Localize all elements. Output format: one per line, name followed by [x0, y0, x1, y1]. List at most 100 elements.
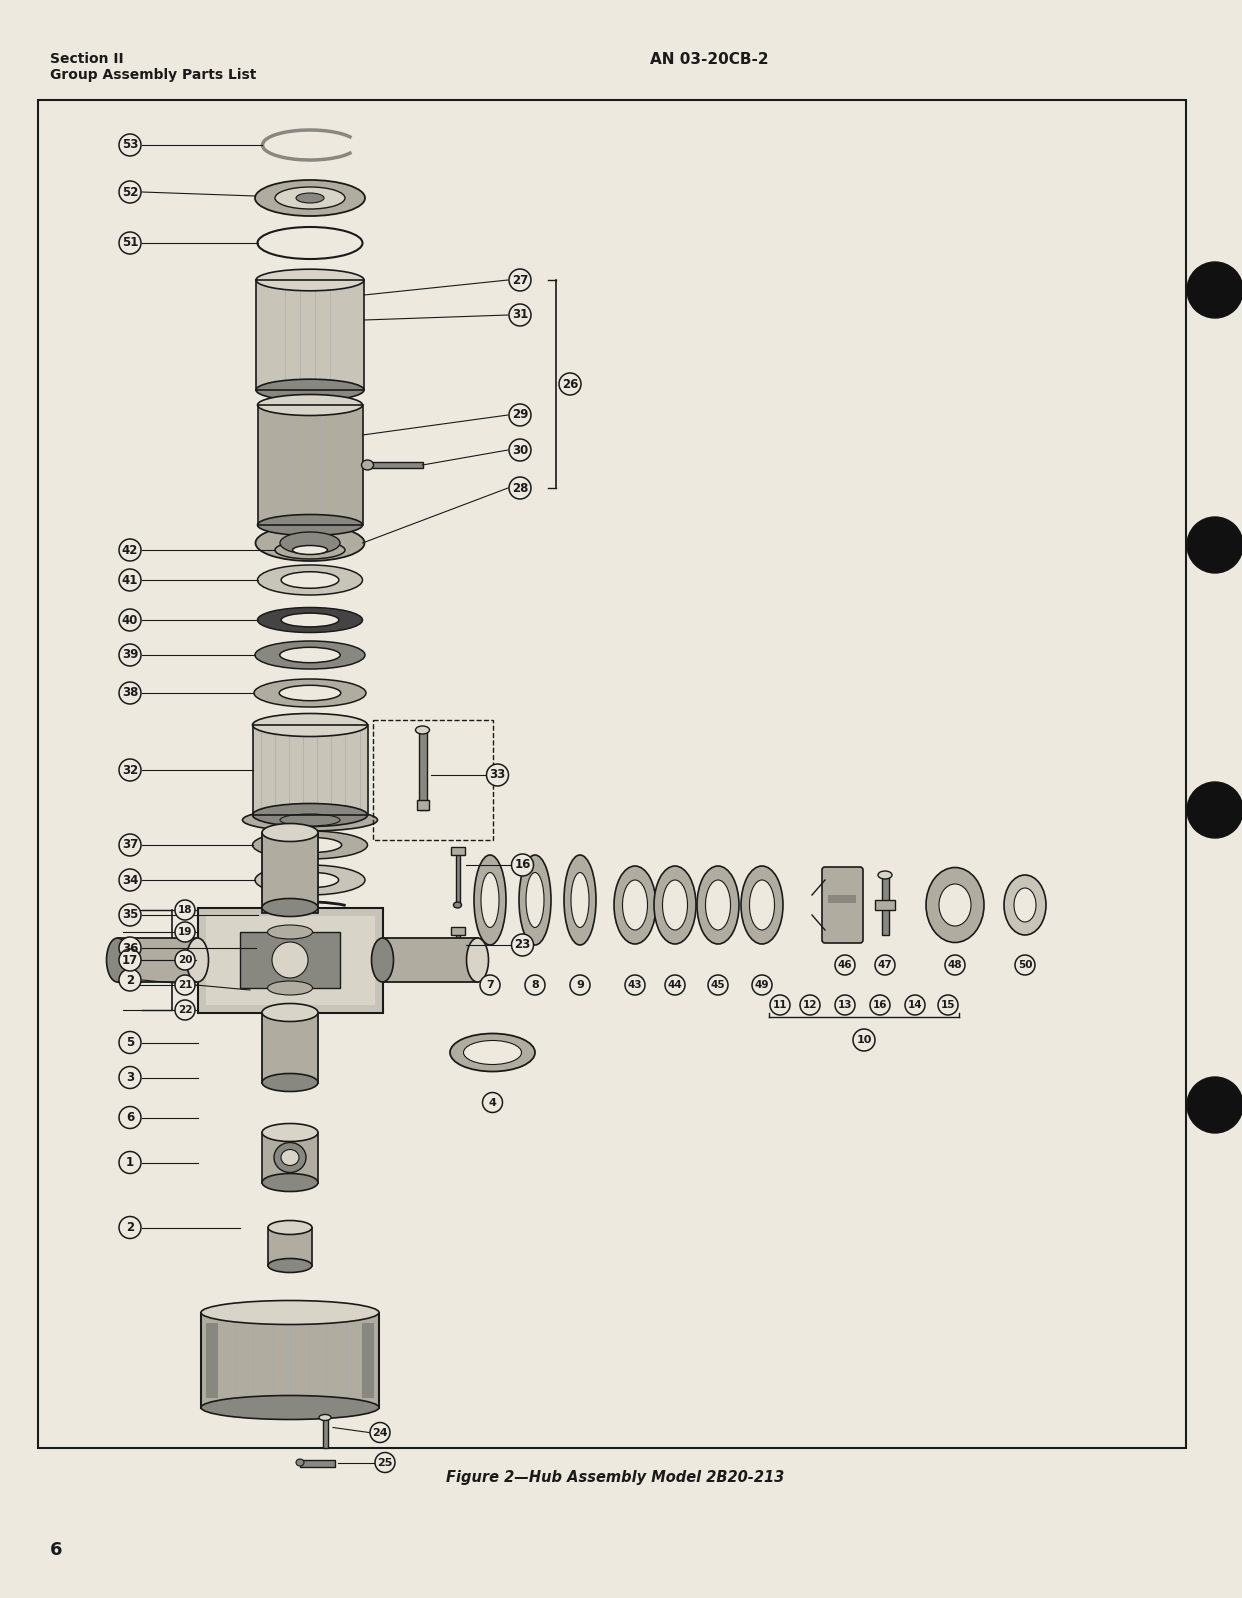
- Bar: [828, 895, 856, 903]
- Text: 41: 41: [122, 574, 138, 586]
- Text: 39: 39: [122, 649, 138, 662]
- Ellipse shape: [281, 1149, 299, 1165]
- Ellipse shape: [927, 868, 984, 943]
- Text: 53: 53: [122, 139, 138, 152]
- Circle shape: [119, 904, 142, 925]
- Ellipse shape: [361, 460, 374, 470]
- Circle shape: [800, 996, 820, 1015]
- Text: 46: 46: [837, 960, 852, 970]
- Text: 3: 3: [125, 1071, 134, 1083]
- Text: 6: 6: [125, 1111, 134, 1123]
- Bar: [262, 1133, 318, 1183]
- Circle shape: [119, 609, 142, 631]
- Circle shape: [175, 1000, 195, 1020]
- Ellipse shape: [274, 542, 345, 559]
- Text: 52: 52: [122, 185, 138, 198]
- Text: 14: 14: [908, 1000, 923, 1010]
- Text: 16: 16: [514, 858, 530, 871]
- Circle shape: [119, 181, 142, 203]
- Ellipse shape: [453, 901, 462, 908]
- Bar: [257, 404, 363, 526]
- Circle shape: [509, 268, 532, 291]
- Ellipse shape: [467, 938, 488, 983]
- Bar: [256, 280, 364, 390]
- Text: Figure 2—Hub Assembly Model 2B20-213: Figure 2—Hub Assembly Model 2B20-213: [446, 1470, 784, 1485]
- Circle shape: [708, 975, 728, 996]
- Text: 43: 43: [627, 980, 642, 991]
- Text: Section II: Section II: [50, 53, 124, 66]
- Circle shape: [119, 1106, 142, 1128]
- Circle shape: [905, 996, 925, 1015]
- Circle shape: [509, 404, 532, 427]
- Text: 51: 51: [122, 237, 138, 249]
- Ellipse shape: [252, 804, 368, 826]
- Ellipse shape: [281, 572, 339, 588]
- Ellipse shape: [255, 865, 365, 895]
- Ellipse shape: [257, 515, 363, 535]
- Text: 23: 23: [514, 938, 530, 951]
- Ellipse shape: [279, 532, 340, 555]
- Circle shape: [938, 996, 958, 1015]
- Bar: [451, 927, 465, 935]
- Ellipse shape: [655, 866, 696, 944]
- Text: 20: 20: [178, 956, 193, 965]
- Ellipse shape: [256, 933, 364, 964]
- Bar: [361, 1323, 374, 1398]
- Text: 32: 32: [122, 764, 138, 777]
- Circle shape: [119, 1066, 142, 1088]
- Circle shape: [119, 834, 142, 857]
- Circle shape: [119, 539, 142, 561]
- Text: 22: 22: [178, 1005, 193, 1015]
- Bar: [268, 1227, 312, 1266]
- Text: 5: 5: [125, 1036, 134, 1048]
- Text: Group Assembly Parts List: Group Assembly Parts List: [50, 69, 256, 81]
- Circle shape: [175, 922, 195, 941]
- Circle shape: [876, 956, 895, 975]
- Ellipse shape: [527, 873, 544, 927]
- Ellipse shape: [614, 866, 656, 944]
- Bar: [257, 404, 363, 526]
- Ellipse shape: [262, 898, 318, 917]
- Ellipse shape: [293, 545, 328, 555]
- Text: 18: 18: [178, 904, 193, 916]
- Text: 42: 42: [122, 543, 138, 556]
- Ellipse shape: [262, 823, 318, 842]
- Circle shape: [853, 1029, 876, 1051]
- Text: 2: 2: [125, 1221, 134, 1234]
- Bar: [206, 1323, 219, 1398]
- Text: 44: 44: [668, 980, 682, 991]
- Circle shape: [559, 372, 581, 395]
- Ellipse shape: [705, 880, 730, 930]
- Ellipse shape: [463, 1040, 522, 1064]
- Circle shape: [119, 1216, 142, 1238]
- Ellipse shape: [257, 566, 363, 594]
- Ellipse shape: [255, 181, 365, 216]
- Circle shape: [570, 975, 590, 996]
- Bar: [240, 932, 340, 988]
- Ellipse shape: [939, 884, 971, 925]
- Ellipse shape: [267, 981, 313, 996]
- Text: AN 03-20CB-2: AN 03-20CB-2: [650, 53, 769, 67]
- Circle shape: [479, 975, 501, 996]
- Ellipse shape: [255, 679, 366, 706]
- Ellipse shape: [279, 647, 340, 663]
- Circle shape: [945, 956, 965, 975]
- Text: 27: 27: [512, 273, 528, 286]
- Ellipse shape: [279, 813, 340, 826]
- Text: 8: 8: [532, 980, 539, 991]
- Circle shape: [512, 853, 534, 876]
- Ellipse shape: [256, 379, 364, 401]
- Ellipse shape: [474, 855, 505, 944]
- Circle shape: [119, 1152, 142, 1173]
- Text: 10: 10: [856, 1036, 872, 1045]
- Circle shape: [512, 933, 534, 956]
- Circle shape: [119, 759, 142, 781]
- Bar: [323, 1417, 328, 1448]
- Ellipse shape: [296, 193, 324, 203]
- Circle shape: [835, 996, 854, 1015]
- Bar: [419, 730, 426, 810]
- Circle shape: [509, 304, 532, 326]
- Text: 48: 48: [948, 960, 963, 970]
- Text: 36: 36: [122, 941, 138, 954]
- Bar: [256, 280, 364, 390]
